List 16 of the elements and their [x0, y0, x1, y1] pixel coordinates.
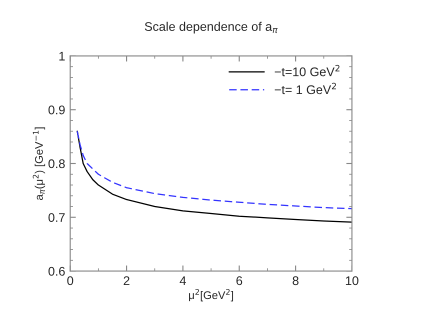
legend-label: −t= 1 GeV$^{2}$ — [274, 82, 336, 94]
x-tick-label: 4 — [180, 276, 186, 286]
y-tick-label: 0.8 — [48, 159, 65, 168]
y-tick-label: 1 — [59, 52, 65, 60]
y-tick-label: 0.9 — [48, 106, 65, 114]
x-axis-title: μ$^{2}$[GeV$^{2}$] — [189, 288, 234, 302]
chart-title: Scale dependence of a$_{π}$ — [144, 22, 278, 34]
x-tick-label: 6 — [236, 276, 242, 286]
y-tick-label: 0.7 — [48, 213, 65, 222]
x-tick-label: 8 — [292, 276, 299, 286]
x-tick-label: 2 — [124, 276, 130, 286]
x-tick-label: 10 — [346, 276, 358, 286]
legend-label: −t=10 GeV$^{2}$ — [274, 64, 340, 76]
y-axis-title: a$_{π}$(μ$^{2}$) [GeV$^{−1}$] — [32, 127, 46, 200]
x-tick-label: 0 — [67, 276, 74, 286]
y-tick-label: 0.6 — [48, 266, 65, 276]
